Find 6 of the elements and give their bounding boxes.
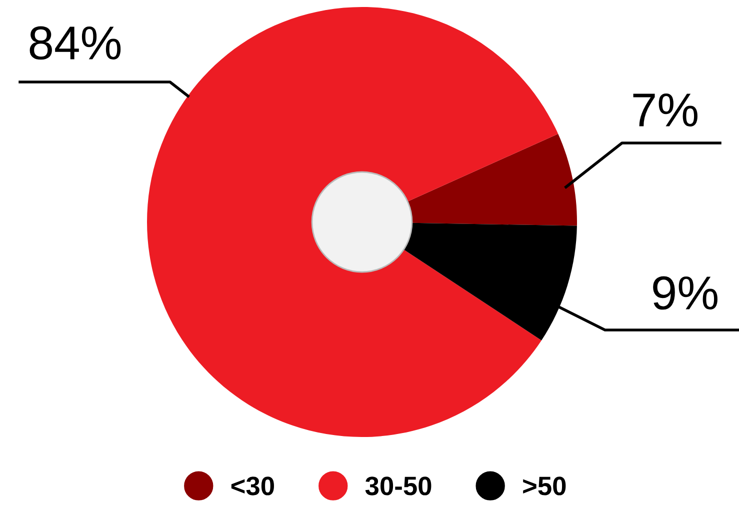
legend-label: <30 [231, 476, 274, 496]
data-label: 9% [653, 276, 718, 310]
legend-label: 30-50 [365, 476, 432, 496]
data-label: 7% [633, 93, 698, 126]
legend-label: >50 [523, 476, 566, 496]
data-label: 84% [30, 26, 121, 60]
